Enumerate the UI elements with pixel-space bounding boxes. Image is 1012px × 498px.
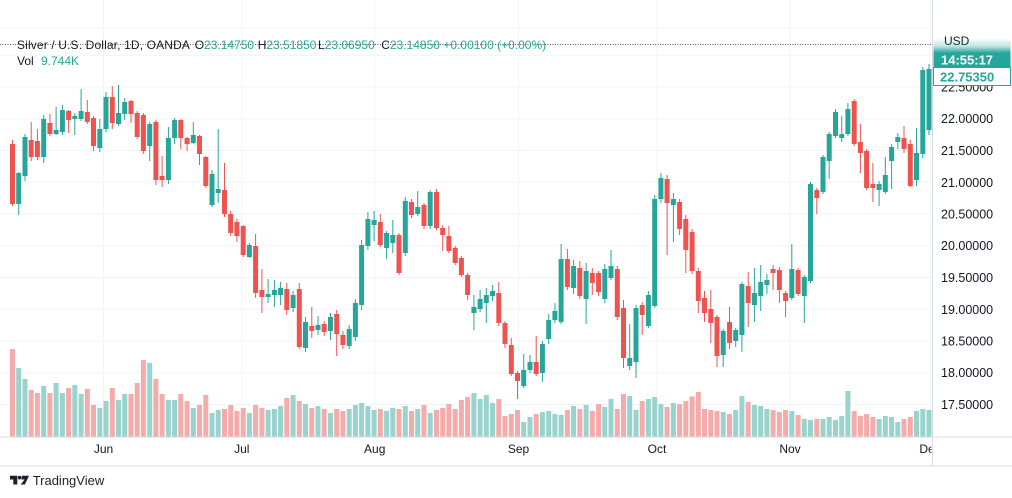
svg-text:L23.06950: L23.06950 [318,38,375,52]
svg-text:14:55:17: 14:55:17 [941,53,993,68]
svg-text:O23.14750: O23.14750 [195,38,255,52]
svg-text:C23.14850: C23.14850 [381,38,440,52]
svg-text:H23.51850: H23.51850 [258,38,317,52]
svg-text:18.00000: 18.00000 [941,366,993,380]
svg-text:18.50000: 18.50000 [941,335,993,349]
svg-text:22.00000: 22.00000 [941,112,993,126]
svg-text:20.50000: 20.50000 [941,208,993,222]
svg-text:21.00000: 21.00000 [941,176,993,190]
svg-text:Oct: Oct [648,442,667,456]
svg-text:Vol: Vol [17,54,34,68]
svg-text:Jun: Jun [94,442,113,456]
svg-text:19.00000: 19.00000 [941,303,993,317]
svg-text:20.00000: 20.00000 [941,239,993,253]
svg-text:19.50000: 19.50000 [941,271,993,285]
svg-text:9.744K: 9.744K [41,54,79,68]
svg-text:Silver / U.S. Dollar, 1D, OAND: Silver / U.S. Dollar, 1D, OANDA [17,38,190,52]
svg-text:22.75350: 22.75350 [940,70,994,85]
svg-text:21.50000: 21.50000 [941,144,993,158]
svg-text:Sep: Sep [508,442,530,456]
svg-text:+0.00100 (+0.00%): +0.00100 (+0.00%) [443,38,546,52]
svg-text:Nov: Nov [779,442,800,456]
svg-text:Dec: Dec [919,442,940,456]
svg-text:Jul: Jul [234,442,249,456]
svg-text:17.50000: 17.50000 [941,398,993,412]
svg-text:TradingView: TradingView [33,473,105,488]
svg-text:Aug: Aug [364,442,385,456]
